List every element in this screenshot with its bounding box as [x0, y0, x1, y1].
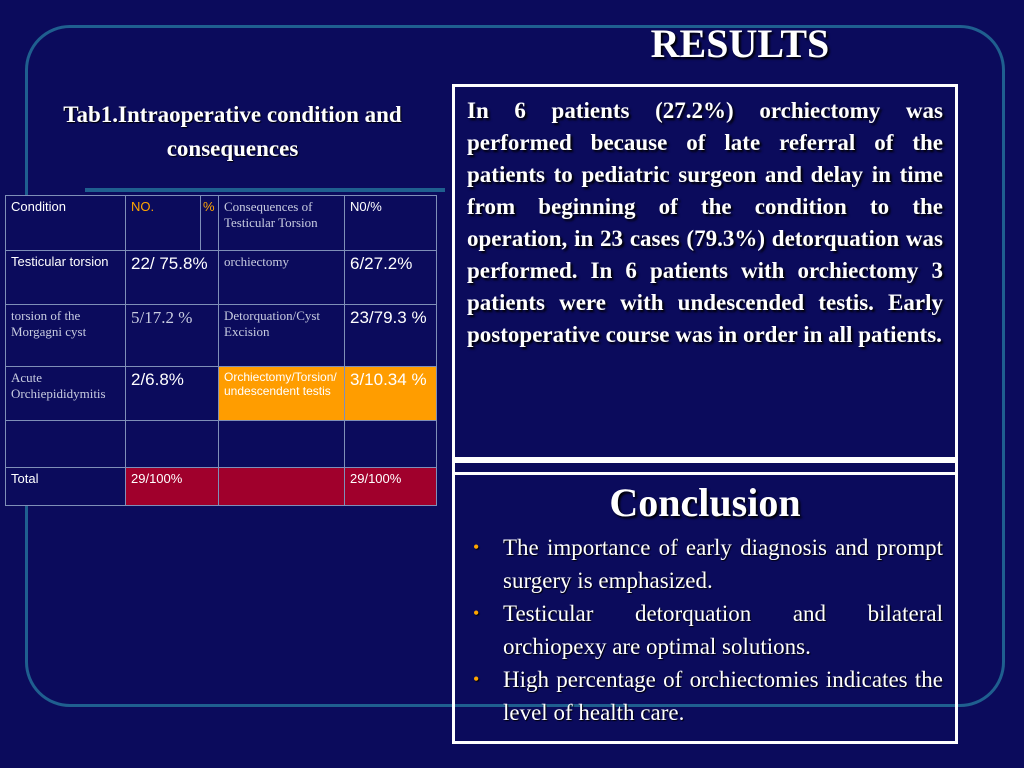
box-separator: [452, 460, 958, 472]
bullet-icon: •: [473, 537, 480, 557]
cell: 29/100%: [125, 467, 219, 506]
cell: 29/100%: [344, 467, 437, 506]
cell: 23/79.3 %: [344, 304, 437, 367]
bullet-icon: •: [473, 669, 480, 689]
item-text: The importance of early diagnosis and pr…: [503, 535, 943, 593]
item-text: Testicular detorquation and bilateral or…: [503, 601, 943, 659]
cell: orchiectomy: [218, 250, 345, 305]
cell: Acute Orchiepididymitis: [5, 366, 126, 421]
item-text: High percentage of orchiectomies indicat…: [503, 667, 943, 725]
header-cell: N0/%: [344, 195, 437, 251]
table-header-row: Condition NO. % Consequences of Testicul…: [5, 195, 437, 251]
list-item: • High percentage of orchiectomies indica…: [467, 663, 943, 729]
conclusion-list: • The importance of early diagnosis and p…: [467, 531, 943, 729]
cell: [218, 467, 345, 506]
header-cell: %: [200, 195, 219, 251]
header-cell: Condition: [5, 195, 126, 251]
cell: [125, 420, 219, 468]
conclusion-box: Conclusion • The importance of early diag…: [452, 472, 958, 744]
table-row: Testicular torsion 22/ 75.8% orchiectomy…: [5, 250, 437, 305]
header-cell: NO.: [125, 195, 201, 251]
cell: 22/ 75.8%: [125, 250, 219, 305]
table-total-row: Total 29/100% 29/100%: [5, 467, 437, 506]
table-row: torsion of the Morgagni cyst 5/17.2 % De…: [5, 304, 437, 367]
conclusion-title: Conclusion: [609, 480, 801, 525]
cell: torsion of the Morgagni cyst: [5, 304, 126, 367]
cell: 3/10.34 %: [344, 366, 437, 421]
cell: [218, 420, 345, 468]
list-item: • The importance of early diagnosis and p…: [467, 531, 943, 597]
table-row: Acute Orchiepididymitis 2/6.8% Orchiecto…: [5, 366, 437, 421]
cell: Total: [5, 467, 126, 506]
cell: [5, 420, 126, 468]
cell: 2/6.8%: [125, 366, 219, 421]
cell: Testicular torsion: [5, 250, 126, 305]
cell: 5/17.2 %: [125, 304, 219, 367]
results-text: In 6 patients (27.2%) orchiectomy was pe…: [452, 84, 958, 460]
results-table: Condition NO. % Consequences of Testicul…: [5, 195, 437, 506]
header-cell: Consequences of Testicular Torsion: [218, 195, 345, 251]
cell: 6/27.2%: [344, 250, 437, 305]
slide-title: RESULTS: [650, 21, 830, 66]
divider: [85, 188, 445, 192]
cell: [344, 420, 437, 468]
table-caption: Tab1.Intraoperative condition and conseq…: [63, 102, 402, 161]
cell: Orchiectomy/Torsion/undescendent testis: [218, 366, 345, 421]
table-row: [5, 420, 437, 468]
cell: Detorquation/Cyst Excision: [218, 304, 345, 367]
bullet-icon: •: [473, 603, 480, 623]
list-item: • Testicular detorquation and bilateral o…: [467, 597, 943, 663]
